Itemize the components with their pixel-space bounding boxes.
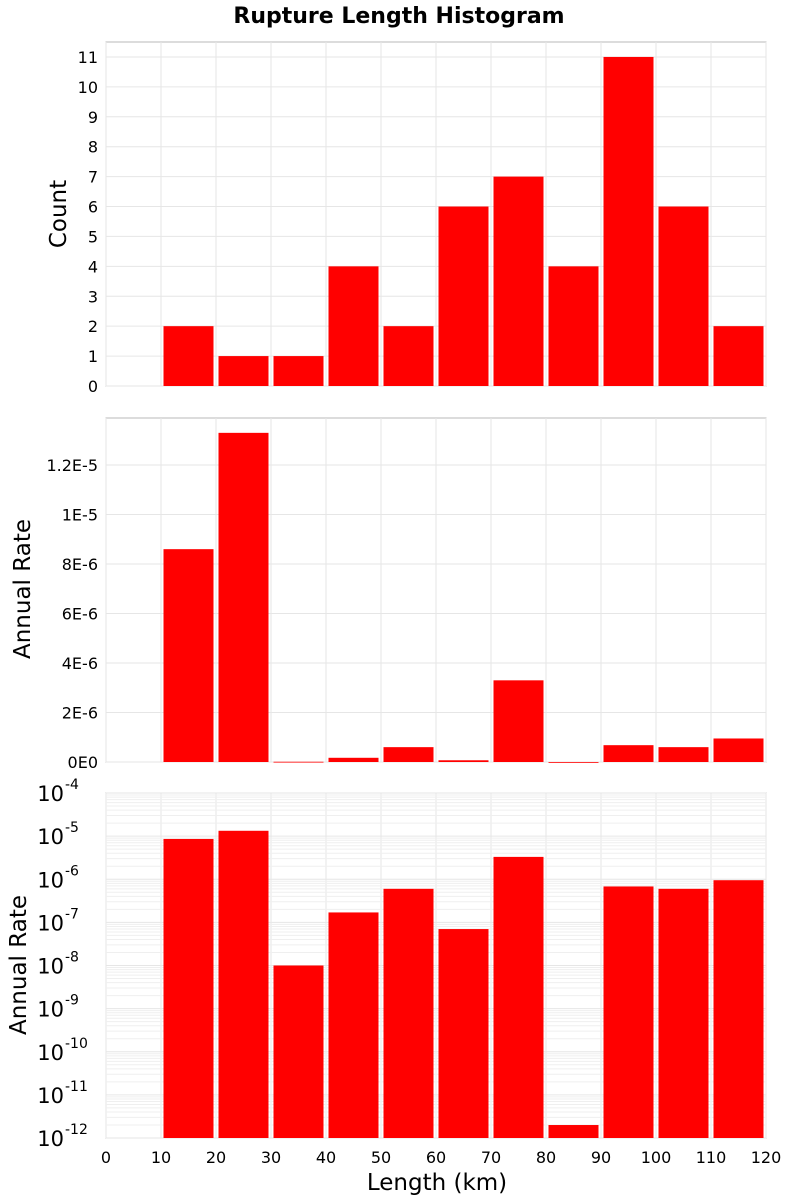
histogram-bar (548, 761, 599, 763)
y-tick-label: 1E-5 (62, 506, 98, 525)
y-tick-label: 1 (88, 347, 98, 366)
histogram-bar (658, 747, 709, 762)
histogram-bar (273, 761, 324, 763)
x-tick-label: 100 (641, 1148, 672, 1167)
y-tick-label: 0E0 (68, 753, 98, 772)
histogram-bar (163, 549, 214, 762)
histogram-bar (493, 680, 544, 762)
y-tick-label: 10 (37, 955, 64, 979)
histogram-bar (603, 745, 654, 762)
histogram-bar (713, 880, 764, 1138)
x-tick-label: 10 (151, 1148, 171, 1167)
annual-rate-y-axis-label: Annual Rate (10, 519, 36, 659)
y-tick-exponent: -9 (65, 993, 79, 1009)
y-tick-exponent: -12 (65, 1122, 88, 1138)
histogram-bar (218, 830, 269, 1138)
y-tick-exponent: -8 (65, 950, 79, 966)
y-tick-label: 10 (37, 868, 64, 892)
x-tick-label: 30 (261, 1148, 281, 1167)
x-tick-label: 20 (206, 1148, 226, 1167)
histogram-bar (658, 206, 709, 386)
y-tick-exponent: -10 (65, 1036, 88, 1052)
histogram-bar (218, 356, 269, 386)
x-tick-label: 70 (481, 1148, 501, 1167)
y-tick-label: 10 (37, 1084, 64, 1108)
y-tick-label: 4 (88, 257, 98, 276)
histogram-bar (713, 738, 764, 762)
histogram-bar (438, 760, 489, 762)
y-tick-label: 11 (78, 48, 98, 67)
y-tick-exponent: -6 (65, 863, 79, 879)
histogram-bar (438, 206, 489, 386)
histogram-bar (493, 856, 544, 1138)
y-tick-label: 10 (37, 782, 64, 806)
histogram-bar (603, 56, 654, 387)
histogram-bar (383, 888, 434, 1138)
y-tick-label: 8E-6 (62, 555, 98, 574)
histogram-bar (493, 176, 544, 386)
x-tick-label: 60 (426, 1148, 446, 1167)
y-tick-label: 8 (88, 138, 98, 157)
x-tick-label: 110 (696, 1148, 727, 1167)
y-tick-exponent: -11 (65, 1079, 88, 1095)
histogram-bar (273, 356, 324, 386)
y-tick-exponent: -4 (65, 777, 79, 793)
histogram-bar (328, 757, 379, 762)
y-tick-label: 10 (37, 998, 64, 1022)
y-tick-label: 7 (88, 168, 98, 187)
histogram-bar (163, 838, 214, 1138)
histogram-bar (438, 929, 489, 1138)
y-tick-exponent: -7 (65, 906, 79, 922)
y-tick-label: 6 (88, 198, 98, 217)
y-tick-exponent: -5 (65, 820, 79, 836)
histogram-bar (713, 326, 764, 386)
histogram-bar (383, 326, 434, 386)
x-tick-label: 120 (751, 1148, 782, 1167)
x-tick-label: 80 (536, 1148, 556, 1167)
y-tick-label: 3 (88, 287, 98, 306)
x-tick-label: 50 (371, 1148, 391, 1167)
histogram-bar (328, 912, 379, 1138)
y-tick-label: 10 (37, 825, 64, 849)
y-tick-label: 10 (37, 1127, 64, 1151)
annual-rate-linear-panel: Annual Rate 0E0 2E-6 4E-6 6E-6 8E-6 1E-5 1.2E-… (10, 417, 767, 772)
annual-rate-log-y-axis-label: Annual Rate (6, 895, 32, 1035)
y-tick-label: 6E-6 (62, 605, 98, 624)
histogram-bar (658, 888, 709, 1138)
x-tick-label: 0 (101, 1148, 111, 1167)
histogram-bar (548, 266, 599, 386)
histogram-bar (548, 1125, 599, 1138)
chart-title: Rupture Length Histogram (233, 4, 564, 29)
x-axis-label: Length (km) (367, 1170, 507, 1196)
y-tick-label: 10 (78, 78, 98, 97)
x-tick-label: 90 (591, 1148, 611, 1167)
histogram-bar (603, 886, 654, 1138)
count-panel: Count 0 1 2 3 4 5 6 7 8 9 10 11 (46, 41, 767, 396)
histogram-bar (328, 266, 379, 386)
x-tick-label: 40 (316, 1148, 336, 1167)
y-tick-label: 9 (88, 108, 98, 127)
y-tick-label: 2 (88, 317, 98, 336)
y-tick-label: 5 (88, 227, 98, 246)
y-tick-label: 0 (88, 377, 98, 396)
count-y-axis-label: Count (46, 180, 72, 248)
histogram-bar (273, 965, 324, 1138)
histogram-bar (383, 747, 434, 762)
y-tick-label: 10 (37, 911, 64, 935)
y-tick-label: 2E-6 (62, 704, 98, 723)
histogram-bar (163, 326, 214, 386)
y-tick-label: 4E-6 (62, 654, 98, 673)
histogram-bar (218, 432, 269, 762)
y-tick-label: 10 (37, 1041, 64, 1065)
y-tick-label: 1.2E-5 (46, 456, 98, 475)
